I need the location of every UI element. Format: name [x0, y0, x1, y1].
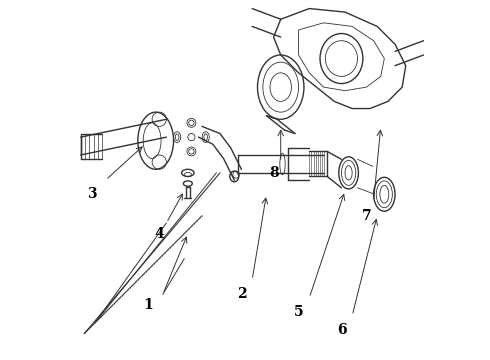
Text: 3: 3 [87, 187, 96, 201]
Text: 8: 8 [269, 166, 278, 180]
Text: 1: 1 [144, 298, 153, 312]
Text: 4: 4 [154, 226, 164, 240]
Text: 7: 7 [362, 209, 371, 223]
Text: 6: 6 [337, 323, 346, 337]
Text: 5: 5 [294, 305, 303, 319]
Text: 2: 2 [237, 287, 246, 301]
